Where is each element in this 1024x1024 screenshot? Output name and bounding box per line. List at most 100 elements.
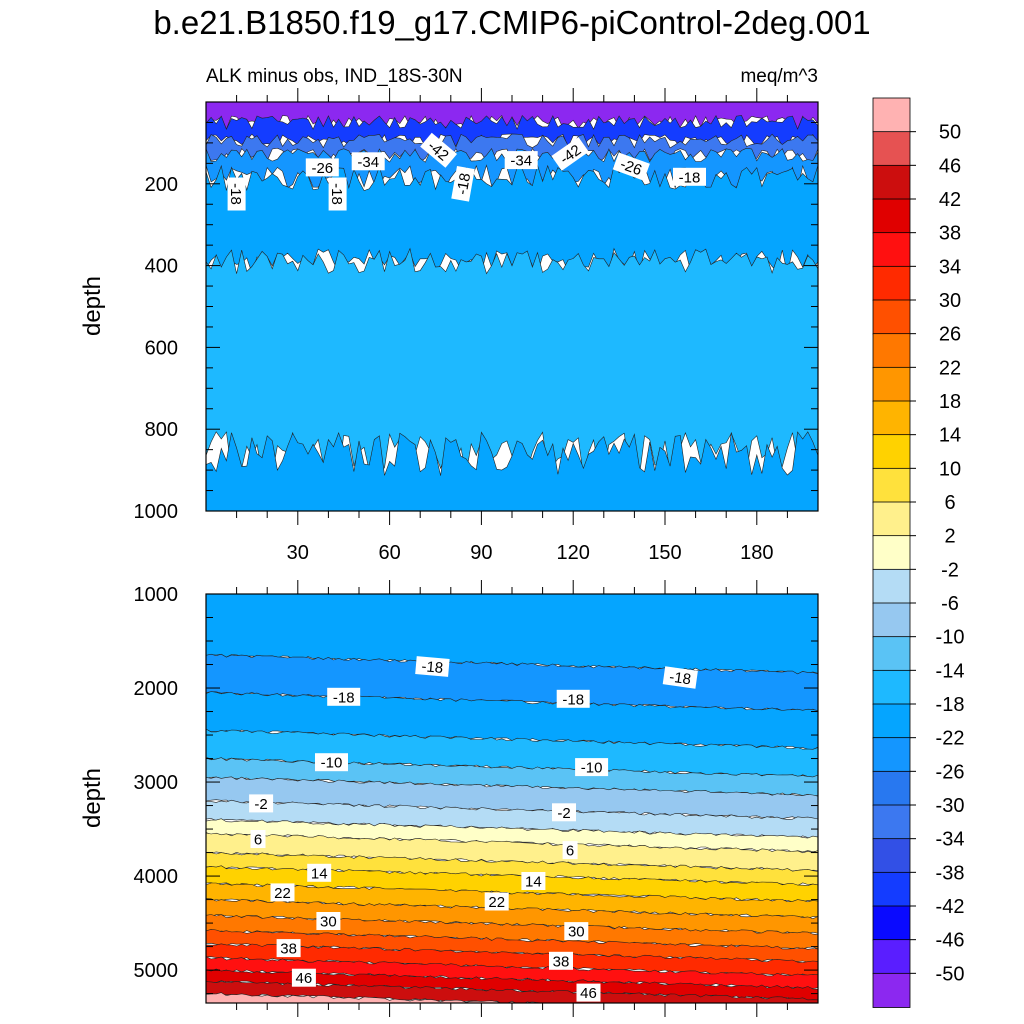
y-tick-label: 3000 [134,772,179,794]
contour-label: -26 [305,158,339,177]
colorbar-box [872,535,911,571]
colorbar-label: 42 [939,189,961,211]
svg-text:46: 46 [580,985,597,1002]
colorbar-label: -10 [936,627,965,649]
colorbar-label: -46 [936,930,965,952]
svg-text:-18: -18 [562,691,584,708]
colorbar-label: -18 [936,694,965,716]
colorbar-label: 2 [944,526,955,548]
upper-contour-labels: -26 -34 -42 -34 -42 -26 -18 -18 -18 -18 [227,132,706,211]
colorbar-label: -6 [941,593,959,615]
svg-text:46: 46 [296,970,313,987]
contour-band [206,969,818,1001]
lower-y-axis-title: depth [79,768,106,828]
contour-label: -34 [504,151,538,170]
colorbar-label: -22 [936,728,965,750]
colorbar-label: 18 [939,391,961,413]
svg-text:-34: -34 [510,153,532,170]
x-tick-label: 150 [648,542,681,564]
colorbar-label: -26 [936,761,965,783]
colorbar-label: 26 [939,324,961,346]
contour-label: -2 [552,803,576,822]
svg-text:-18: -18 [328,183,345,205]
contour-band [206,728,818,778]
contour-label: 6 [250,830,266,849]
x-tick-label: 60 [378,542,400,564]
svg-text:30: 30 [320,914,337,931]
svg-text:-10: -10 [321,755,343,772]
svg-text:-18: -18 [454,172,475,196]
colorbar-label: -30 [936,795,965,817]
contour-band [206,914,818,950]
contour-label: -2 [249,794,274,813]
x-tick-label: 90 [470,542,492,564]
contour-label: 46 [576,983,601,1002]
upper-right-label: meq/m^3 [740,66,818,87]
svg-text:14: 14 [525,874,542,891]
y-tick-label: 5000 [134,960,179,982]
contour-label: -26 [612,152,650,181]
y-tick-label: 400 [145,256,178,278]
colorbar-label: 30 [939,290,961,312]
colorbar-box [872,467,911,503]
y-tick-label: 4000 [134,866,179,888]
svg-text:22: 22 [274,885,291,902]
colorbar-box [872,905,911,941]
contour-label: 30 [564,922,589,941]
colorbar-box [872,299,911,335]
colorbar-box [872,232,911,268]
contour-label: -42 [420,132,458,168]
contour-band [206,992,554,1003]
x-tick-label: 30 [287,542,309,564]
contour-label: -18 [673,167,706,186]
contour-band [206,594,818,675]
y-tick-label: 800 [145,419,178,441]
contour-label: -18 [451,165,475,202]
upper-left-label: ALK minus obs, IND_18S-30N [206,66,463,87]
colorbar-label: -50 [936,963,965,985]
contour-band [206,898,818,935]
contour-label: -10 [315,753,348,772]
colorbar-label: -42 [936,896,965,918]
svg-text:-26: -26 [311,160,333,177]
colorbar-label: -2 [941,559,959,581]
svg-text:30: 30 [568,924,585,941]
contour-label: -18 [662,666,698,689]
contour-label: -18 [415,656,450,677]
colorbar-box [872,804,911,840]
svg-text:-18: -18 [421,658,444,677]
colorbar-label: -34 [936,829,965,851]
colorbar-box [872,568,911,604]
contour-band [206,799,818,840]
contour-label: -42 [551,137,589,171]
svg-text:22: 22 [488,894,505,911]
colorbar-box [872,400,911,436]
colorbar-label: 50 [939,122,961,144]
upper-axes: 200 400 600 800 1000 30 60 90 120 150 180 [134,88,818,564]
colorbar-box [872,703,911,739]
colorbar-box [872,333,911,369]
svg-text:6: 6 [254,832,262,849]
colorbar-label: 34 [939,256,961,278]
contour-label: 46 [291,968,316,987]
colorbar-label: -14 [936,660,965,682]
contour-label: 6 [562,841,578,860]
contour-band [206,980,818,1003]
contour-band [206,943,818,978]
colorbar-box [872,265,911,301]
colorbar-box [872,602,911,638]
x-tick-label: 120 [557,542,590,564]
contour-label: -34 [351,152,385,171]
contour-band [206,431,818,511]
colorbar-box [872,164,911,200]
colorbar-label: 22 [939,357,961,379]
colorbar-box [872,636,911,672]
y-tick-label: 600 [145,337,178,359]
colorbar-label: 10 [939,458,961,480]
svg-text:-18: -18 [679,169,701,186]
contour-label: -18 [556,689,590,708]
colorbar-box [872,871,911,907]
colorbar-box [872,770,911,806]
contour-label: 38 [549,951,573,970]
colorbar-box [872,434,911,470]
